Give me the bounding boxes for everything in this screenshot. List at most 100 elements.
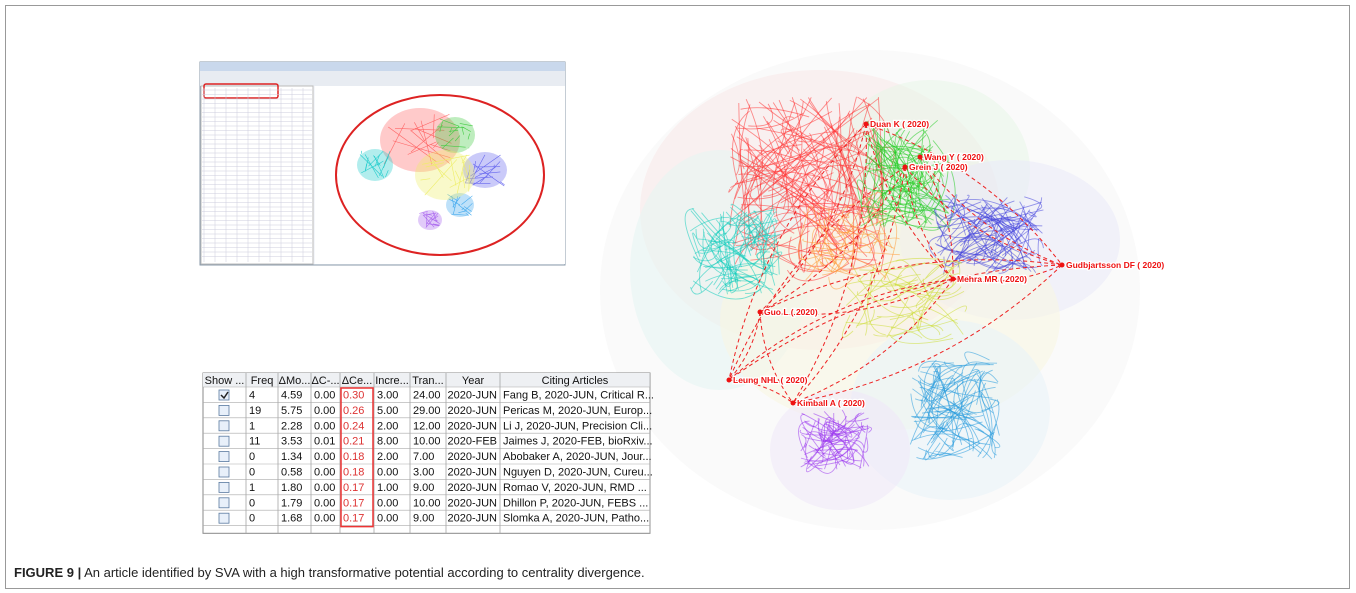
node [951, 277, 956, 282]
node-label: Gudbjartsson DF ( 2020) [1066, 260, 1164, 270]
column-header: Freq [251, 375, 274, 387]
cell: Nguyen D, 2020-JUN, Cureu... [503, 467, 653, 479]
cluster-blob [357, 149, 393, 181]
node-label: Leung NHL ( 2020) [733, 375, 808, 385]
node-label: Wang Y ( 2020) [924, 152, 984, 162]
table: Show ... Freq ΔMo...ΔC-...ΔCe...Incre...Tr… [203, 373, 654, 533]
column-header: Year [462, 375, 485, 387]
node [727, 378, 732, 383]
cell: 5.00 [377, 405, 398, 417]
cell: 24.00 [413, 390, 441, 402]
node-label: Duan K ( 2020) [870, 119, 929, 129]
node [864, 122, 869, 127]
cell: Jaimes J, 2020-FEB, bioRxiv... [503, 436, 653, 448]
checkbox [219, 513, 229, 523]
cell: 2020-JUN [447, 451, 497, 463]
cell: 0.24 [343, 420, 364, 432]
cell: 10.00 [413, 497, 441, 509]
cell: 0.00 [314, 390, 335, 402]
column-header: ΔC-... [311, 375, 339, 387]
cell: 3.53 [281, 436, 302, 448]
cell: 2020-JUN [447, 497, 497, 509]
cell: 2020-JUN [447, 420, 497, 432]
node [791, 401, 796, 406]
caption-label: FIGURE 9 | [14, 565, 81, 580]
cell: 4.59 [281, 390, 302, 402]
cell: 2.28 [281, 420, 302, 432]
cell: 1.79 [281, 497, 302, 509]
cell: 0.00 [314, 482, 335, 494]
cell: Romao V, 2020-JUN, RMD ... [503, 482, 647, 494]
cell: 9.00 [413, 482, 434, 494]
cell: 1 [249, 482, 255, 494]
cell: 2020-JUN [447, 390, 497, 402]
cell: 11 [249, 436, 260, 448]
cell: 0.17 [343, 482, 364, 494]
cell: 19 [249, 405, 261, 417]
cell: 0.21 [343, 436, 364, 448]
cell: 3.00 [413, 467, 434, 479]
cell: 0 [249, 451, 255, 463]
cell: 0 [249, 497, 255, 509]
cell: 4 [249, 390, 255, 402]
figure: Duan K ( 2020) Wang Y ( 2020)Grein J ( 20… [0, 0, 1356, 593]
column-header: Show ... [205, 375, 245, 387]
cell: Pericas M, 2020-JUN, Europ... [503, 405, 652, 417]
title-bar [200, 62, 565, 71]
cell: 3.00 [377, 390, 398, 402]
node-label: Guo L ( 2020) [764, 307, 818, 317]
checkbox [219, 452, 229, 462]
cell: 0.00 [314, 451, 335, 463]
node-label: Grein J ( 2020) [909, 162, 968, 172]
cell: Slomka A, 2020-JUN, Patho... [503, 513, 649, 525]
node [758, 310, 763, 315]
cell: 1.68 [281, 513, 302, 525]
cell: 0.00 [377, 497, 398, 509]
cell: 0 [249, 513, 255, 525]
cell: 0.58 [281, 467, 302, 479]
node [903, 165, 908, 170]
cell: 2.00 [377, 420, 398, 432]
cell: 2020-JUN [447, 482, 497, 494]
cell: Fang B, 2020-JUN, Critical R... [503, 390, 654, 402]
cell: 0.00 [314, 420, 335, 432]
network: Duan K ( 2020) Wang Y ( 2020)Grein J ( 20… [600, 50, 1164, 530]
cell: 0.17 [343, 513, 364, 525]
cell: 2020-JUN [447, 467, 497, 479]
cell: 0.00 [314, 497, 335, 509]
cell: 9.00 [413, 513, 434, 525]
software-screenshot [200, 62, 565, 265]
node-label: Mehra MR ( 2020) [957, 274, 1027, 284]
figure-canvas: Duan K ( 2020) Wang Y ( 2020)Grein J ( 20… [0, 0, 1356, 593]
checkbox [219, 436, 229, 446]
column-header: ΔCe... [342, 375, 373, 387]
cell: Li J, 2020-JUN, Precision Cli... [503, 420, 652, 432]
cell: 0 [249, 467, 255, 479]
caption: FIGURE 9 | An article identified by SVA … [14, 565, 645, 580]
cell: Abobaker A, 2020-JUN, Jour... [503, 451, 652, 463]
column-header: ΔMo... [279, 375, 311, 387]
checkbox [219, 482, 229, 492]
cell: 10.00 [413, 436, 441, 448]
cell: Dhillon P, 2020-JUN, FEBS ... [503, 497, 648, 509]
checkbox [219, 405, 229, 415]
cell: 1.00 [377, 482, 398, 494]
caption-text: An article identified by SVA with a high… [84, 565, 645, 580]
cell: 0.30 [343, 390, 364, 402]
column-header: Incre... [375, 375, 409, 387]
column-header: Citing Articles [542, 375, 609, 387]
cell: 2020-JUN [447, 405, 497, 417]
cell: 0.00 [377, 513, 398, 525]
cell: 2020-JUN [447, 513, 497, 525]
cell: 0.00 [314, 513, 335, 525]
cell: 0.17 [343, 497, 364, 509]
node-label: Kimball A ( 2020) [797, 398, 865, 408]
checkbox [219, 467, 229, 477]
cell: 2020-FEB [447, 436, 497, 448]
cell: 29.00 [413, 405, 441, 417]
node [918, 155, 923, 160]
cell: 0.00 [314, 405, 335, 417]
checkbox [219, 498, 229, 508]
cell: 1.34 [281, 451, 302, 463]
column-header: Tran... [412, 375, 443, 387]
